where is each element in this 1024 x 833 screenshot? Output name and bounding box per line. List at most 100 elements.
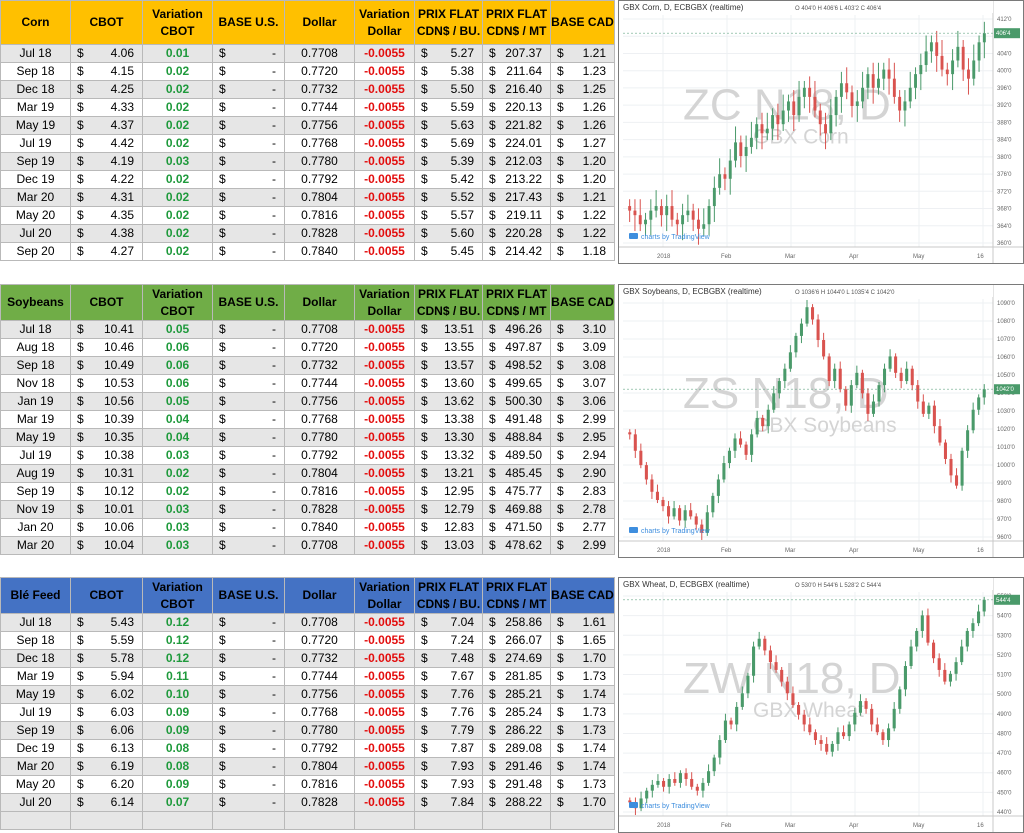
candle-body (740, 693, 744, 707)
cbot-price: $6.20 (70, 775, 143, 794)
currency-symbol: $ (489, 394, 496, 408)
header-variation-cbot: Variation CBOT (142, 577, 213, 614)
candle-body (887, 69, 891, 79)
candle-body (645, 790, 649, 799)
header-cbot: CBOT (70, 577, 143, 614)
prix-flat-mt: $220.28 (482, 224, 551, 243)
currency-symbol: $ (557, 82, 564, 96)
currency-symbol: $ (77, 777, 84, 791)
candle-body (834, 96, 838, 116)
prix-flat-mt: $469.88 (482, 500, 551, 519)
variation-dollar: -0.0055 (354, 464, 415, 483)
base-us: $ - (212, 775, 285, 794)
cbot-price: $5.59 (70, 631, 143, 650)
last-price-badge (994, 28, 1020, 39)
variation-dollar: -0.0055 (354, 80, 415, 99)
prix-flat-mt: $498.52 (482, 356, 551, 375)
contract-month: Dec 18 (0, 80, 71, 99)
currency-symbol: $ (489, 136, 496, 150)
candle-body (777, 381, 781, 394)
base-us-value: - (272, 100, 276, 114)
candle-body (638, 215, 642, 225)
candle-body (977, 42, 981, 61)
candle-body (824, 124, 827, 134)
currency-symbol: $ (219, 190, 226, 204)
prix-flat-bu-value: 7.87 (450, 741, 474, 755)
currency-symbol: $ (421, 340, 428, 354)
currency-symbol: $ (219, 118, 226, 132)
candle-body (883, 368, 887, 386)
base-cad-value: 1.73 (582, 705, 606, 719)
prix-flat-bu: $5.57 (414, 206, 483, 225)
prix-flat-bu-value: 13.32 (443, 448, 474, 462)
dollar-rate: 0.7792 (284, 170, 355, 189)
currency-symbol: $ (489, 118, 496, 132)
y-tick-label: 540'0 (997, 614, 1012, 620)
prix-flat-bu-value: 5.60 (450, 226, 474, 240)
candle-body (670, 206, 674, 220)
candle-body (938, 426, 942, 443)
x-tick-label: May (913, 548, 924, 554)
contract-month: Aug 19 (0, 464, 71, 483)
currency-symbol: $ (421, 226, 428, 240)
candle-body (892, 78, 896, 97)
y-tick-label: 970'0 (997, 517, 1012, 523)
dollar-rate: 0.7840 (284, 242, 355, 261)
chart-ohlc: O 530'0 H 544'6 L 528'2 C 544'4 (795, 583, 882, 589)
base-cad-value: 1.27 (582, 136, 606, 150)
cbot-price-value: 6.20 (110, 777, 134, 791)
base-us: $ - (212, 242, 285, 261)
base-cad-value: 3.10 (582, 322, 606, 336)
cbot-price-value: 4.42 (110, 136, 134, 150)
y-tick-label: 490'0 (997, 712, 1012, 718)
soybeans-chart: 1090'01080'01070'01060'01050'01040'01030… (618, 284, 1024, 558)
cbot-price: $10.41 (70, 320, 143, 339)
prix-flat-bu: $7.79 (414, 721, 483, 740)
candle-body (961, 46, 965, 70)
currency-symbol: $ (489, 520, 496, 534)
currency-symbol: $ (489, 615, 496, 629)
prix-flat-bu-value: 5.38 (450, 64, 474, 78)
chart-credit[interactable]: charts by TradingView (641, 528, 711, 535)
cbot-price-value: 6.02 (110, 687, 134, 701)
chart-credit[interactable]: charts by TradingView (641, 803, 711, 810)
dollar-rate: 0.7828 (284, 224, 355, 243)
candle-body (945, 69, 949, 75)
cbot-price-value: 10.41 (103, 322, 134, 336)
candle-body (871, 74, 875, 88)
prix-flat-mt: $213.22 (482, 170, 551, 189)
base-cad-value: 1.73 (582, 777, 606, 791)
base-us-value: - (272, 777, 276, 791)
candle-body (982, 33, 986, 43)
prix-flat-bu-value: 5.39 (450, 154, 474, 168)
base-us: $ - (212, 428, 285, 447)
variation-cbot: 0.05 (142, 320, 213, 339)
currency-symbol: $ (77, 502, 84, 516)
prix-flat-bu: $5.39 (414, 152, 483, 171)
currency-symbol: $ (489, 502, 496, 516)
y-tick-label: 364'0 (997, 224, 1012, 230)
base-cad: $2.83 (550, 482, 615, 501)
candle-body (827, 356, 831, 382)
candle-body (877, 385, 881, 402)
currency-symbol: $ (219, 759, 226, 773)
currency-symbol: $ (421, 172, 428, 186)
prix-flat-bu: $13.62 (414, 392, 483, 411)
variation-dollar: -0.0055 (354, 536, 415, 555)
base-cad: $1.65 (550, 631, 615, 650)
variation-dollar: -0.0055 (354, 685, 415, 704)
prix-flat-mt: $211.64 (482, 62, 551, 81)
cbot-price-value: 10.31 (103, 466, 134, 480)
chart-credit[interactable]: charts by TradingView (641, 234, 711, 241)
base-cad-value: 3.06 (582, 394, 606, 408)
currency-symbol: $ (557, 412, 564, 426)
currency-symbol: $ (219, 136, 226, 150)
candle-body (903, 666, 907, 690)
prix-flat-mt: $496.26 (482, 320, 551, 339)
candle-body (802, 87, 806, 97)
y-tick-label: 1050'0 (997, 373, 1015, 379)
variation-cbot: 0.09 (142, 703, 213, 722)
prix-flat-mt-value: 221.82 (505, 118, 542, 132)
candle-body (707, 206, 711, 225)
currency-symbol: $ (557, 322, 564, 336)
